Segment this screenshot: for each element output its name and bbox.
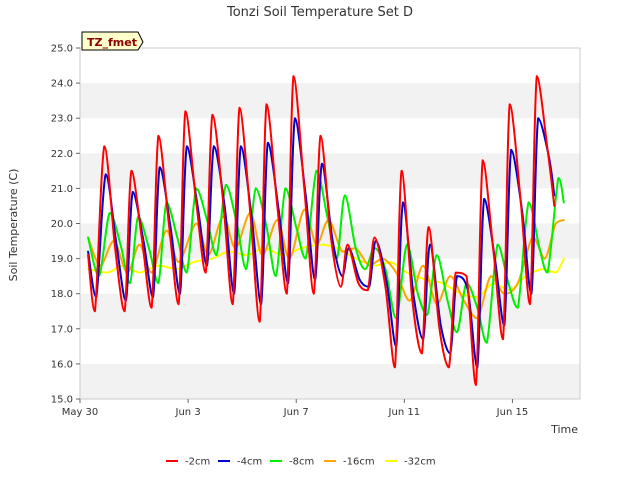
chart-title: Tonzi Soil Temperature Set D <box>226 5 413 20</box>
y-tick-label: 23.0 <box>51 114 73 125</box>
series-line-4cm <box>87 117 556 369</box>
y-tick-label: 24.0 <box>51 79 73 90</box>
series-lines <box>87 75 565 386</box>
x-tick-label: May 30 <box>62 407 99 418</box>
series-line-2cm <box>87 75 556 386</box>
grid-band <box>80 293 580 329</box>
x-tick-label: Jun 11 <box>388 407 421 418</box>
y-axis: 15.0 16.0 17.0 18.0 19.0 20.0 21.0 22.0 23.0 24.0… <box>51 44 80 406</box>
x-axis: May 30 Jun 3 Jun 7 Jun 11 Jun 15 <box>62 399 528 418</box>
site-badge-label: TZ_fmet <box>87 36 137 49</box>
legend-label: -8cm <box>289 457 314 468</box>
grid-band <box>80 363 580 399</box>
y-tick-label: 20.0 <box>51 219 73 230</box>
legend: -2cm -4cm -8cm -16cm -32cm <box>166 457 436 468</box>
legend-label: -4cm <box>237 457 262 468</box>
y-tick-label: 17.0 <box>51 324 73 335</box>
legend-label: -2cm <box>185 457 210 468</box>
site-badge-shape <box>81 31 144 51</box>
y-tick-label: 16.0 <box>51 359 73 370</box>
x-axis-label: Time <box>550 423 578 436</box>
x-tick-label: Jun 7 <box>283 407 309 418</box>
y-axis-label: Soil Temperature (C) <box>7 169 20 282</box>
y-tick-label: 15.0 <box>51 395 73 406</box>
x-tick-label: Jun 3 <box>175 407 201 418</box>
x-tick-label: Jun 15 <box>496 407 529 418</box>
grid-band <box>80 83 580 119</box>
legend-label: -16cm <box>343 457 375 468</box>
y-tick-label: 25.0 <box>51 44 73 55</box>
legend-label: -32cm <box>404 457 436 468</box>
y-tick-label: 19.0 <box>51 254 73 265</box>
y-tick-label: 21.0 <box>51 184 73 195</box>
y-tick-label: 18.0 <box>51 289 73 300</box>
y-tick-label: 22.0 <box>51 149 73 160</box>
site-badge: TZ_fmet <box>81 31 144 51</box>
